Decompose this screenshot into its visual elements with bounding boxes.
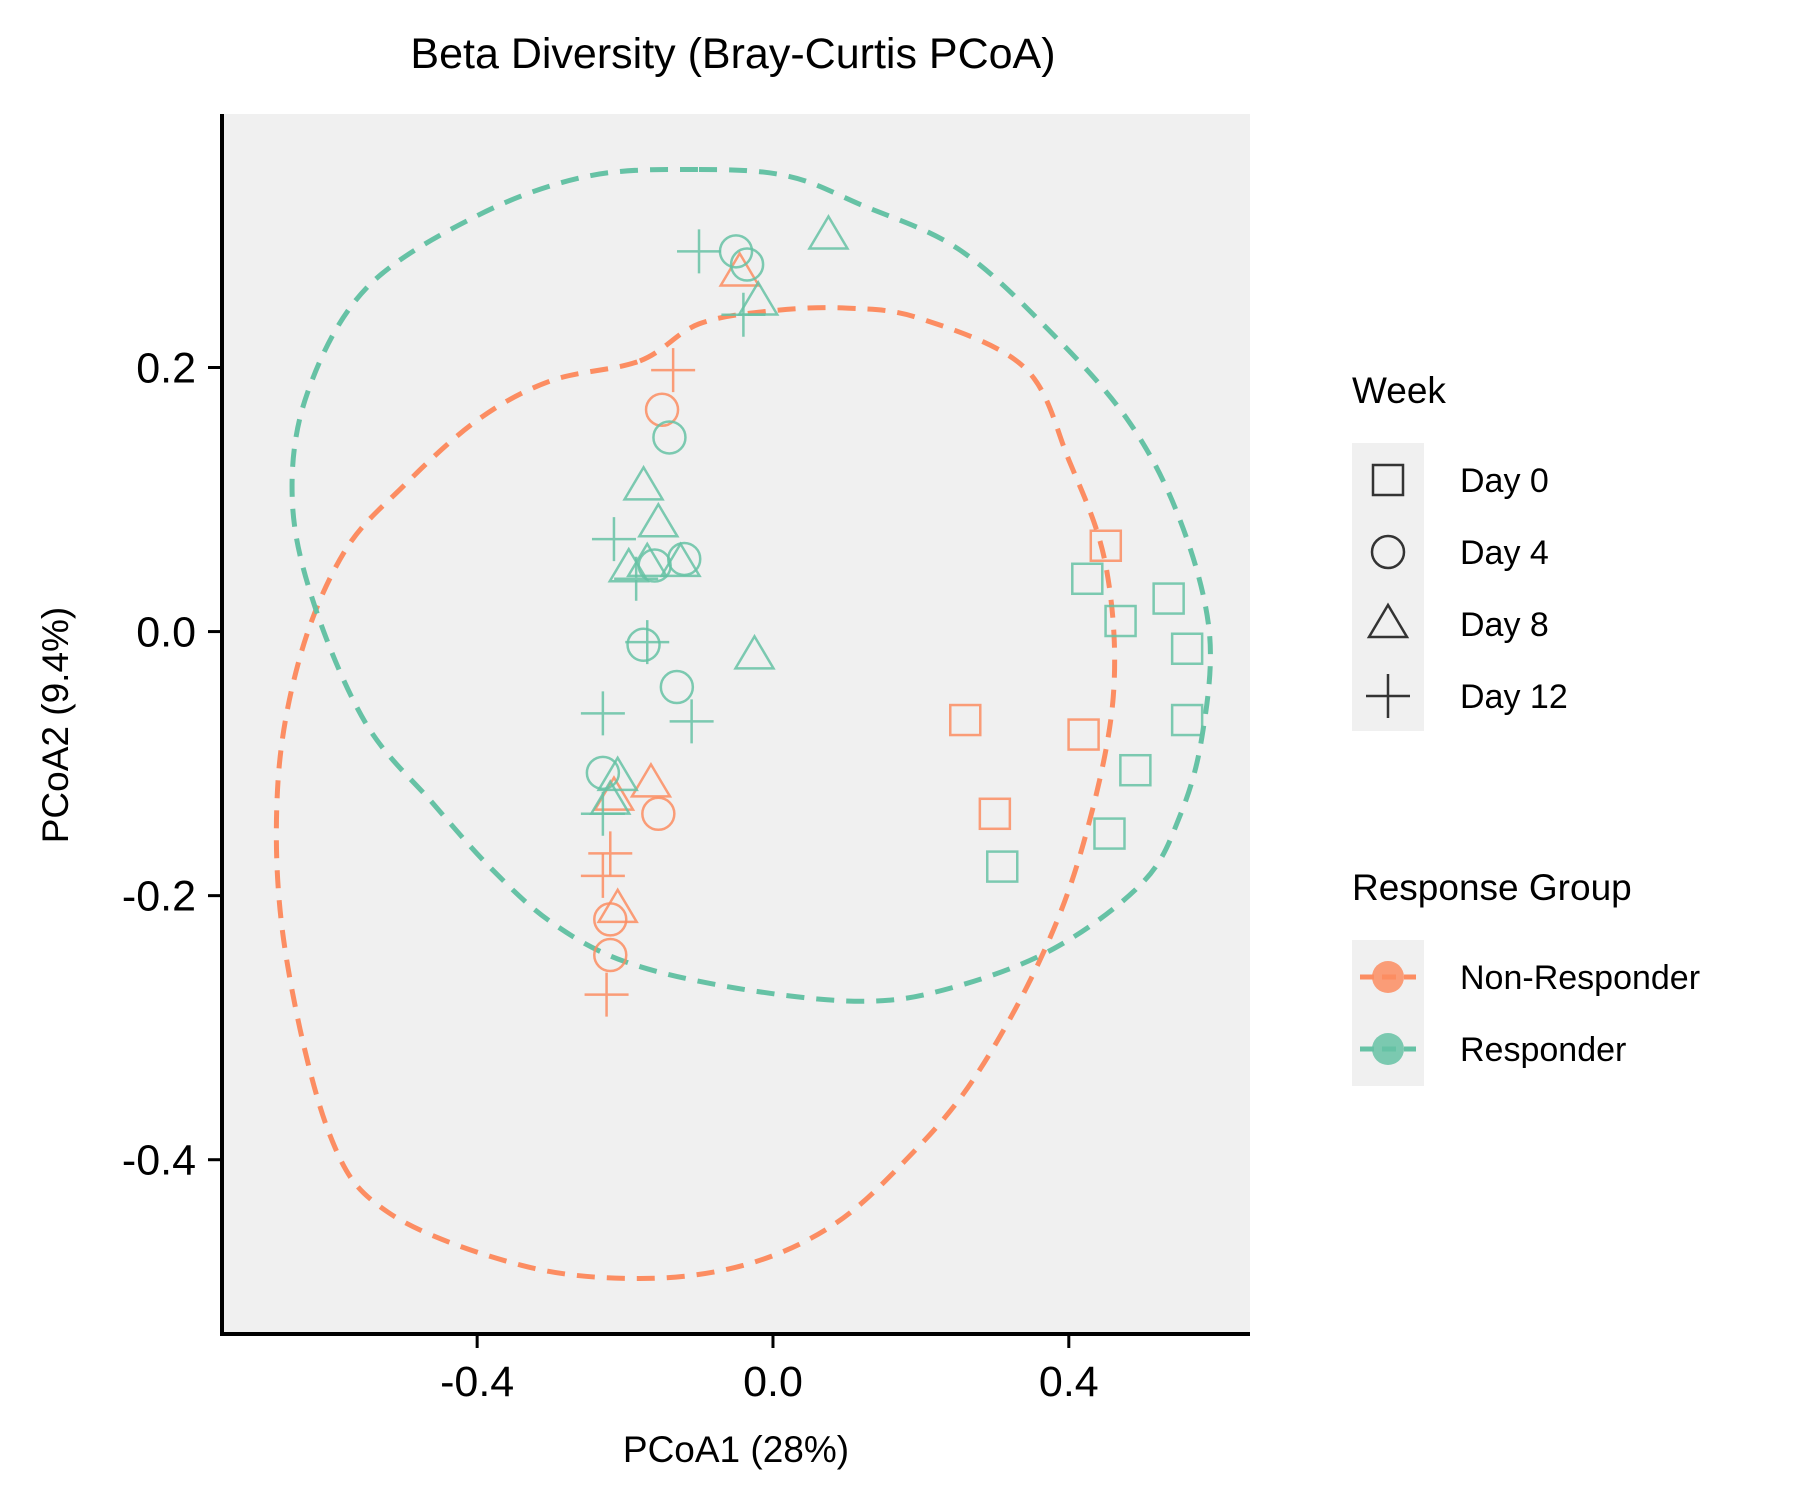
data-points [580,214,1204,1017]
point-non-responder-triangle [629,761,673,798]
point-responder-plus [625,620,670,665]
point-responder-square [1152,582,1185,615]
point-responder-circle [626,627,661,663]
x-axis-title: PCoA1 (28%) [623,1429,849,1470]
point-responder-square [1071,562,1104,596]
legend-week-label: Day 0 [1460,462,1549,500]
point-responder-plus [669,699,714,744]
point-non-responder-triangle [596,887,639,924]
legend-week-title: Week [1352,370,1446,411]
point-non-responder-square [1067,718,1100,751]
point-responder-plus [721,292,766,337]
point-non-responder-square [949,703,982,737]
y-tick-label: 0.2 [136,345,196,393]
point-responder-plus [677,229,722,274]
legend-group-key-dot [1372,961,1404,993]
point-responder-plus [614,556,659,601]
legend-plus-icon [1366,674,1410,718]
x-tick-label: 0.0 [743,1358,803,1406]
point-responder-plus [591,517,636,562]
point-non-responder-triangle [718,250,761,287]
point-responder-plus [580,791,625,836]
point-non-responder-circle [593,937,628,973]
legend-week-label: Day 4 [1460,534,1549,572]
point-non-responder-circle [641,796,676,832]
point-responder-circle [659,669,695,705]
point-responder-circle [652,420,687,455]
legend-response-group: Response Group Non-Responder Responder [1352,867,1700,1086]
y-tick-label: -0.4 [122,1137,196,1185]
point-non-responder-circle [644,392,680,428]
point-responder-triangle [626,541,669,578]
legend-group-label: Non-Responder [1460,959,1700,997]
point-responder-square [1093,817,1126,850]
point-responder-triangle [659,541,702,578]
point-responder-triangle [733,633,776,670]
y-tick-label: -0.2 [122,873,196,921]
point-responder-triangle [637,501,680,538]
x-tick-label: -0.4 [440,1358,514,1406]
confidence-ellipses [273,166,1213,1282]
point-responder-plus [580,691,625,736]
ellipse-responder [289,166,1213,1004]
point-responder-square [1170,632,1204,665]
point-non-responder-plus [588,831,633,876]
legend-group-label: Responder [1460,1031,1626,1069]
point-responder-square [985,850,1019,883]
point-responder-triangle [807,214,850,250]
x-tick-label: 0.4 [1039,1358,1099,1406]
legend-square-icon [1371,463,1405,497]
x-axis-ticks: -0.4 0.0 0.4 [440,1334,1099,1406]
point-responder-circle [729,247,765,282]
legend-circle-icon [1370,534,1406,570]
y-axis-ticks: 0.2 0.0 -0.2 -0.4 [122,345,222,1185]
chart-title: Beta Diversity (Bray-Curtis PCoA) [410,30,1055,78]
point-responder-triangle [622,464,665,501]
plot-panel [222,114,1250,1334]
point-non-responder-plus [651,348,696,393]
legend-week-label: Day 8 [1460,606,1549,644]
legend-group-key-dot [1372,1033,1404,1065]
point-responder-square [1119,753,1152,787]
y-axis-title: PCoA2 (9.4%) [35,607,76,844]
point-non-responder-square [978,797,1012,831]
legend-group-title: Response Group [1352,867,1632,908]
y-tick-label: 0.0 [136,609,196,657]
point-responder-triangle [607,546,650,583]
point-responder-square [1104,604,1137,638]
point-responder-triangle [596,755,639,792]
point-non-responder-square [1089,529,1123,563]
point-responder-square [1170,703,1204,737]
point-non-responder-plus [580,853,625,898]
legend-week-label: Day 12 [1460,678,1568,716]
point-non-responder-plus [584,972,629,1017]
ellipse-non-responder [273,305,1118,1282]
legend-week: Week Day 0 Day 4 Day 8 Day 12 [1352,370,1568,731]
legend-triangle-icon [1366,602,1410,639]
